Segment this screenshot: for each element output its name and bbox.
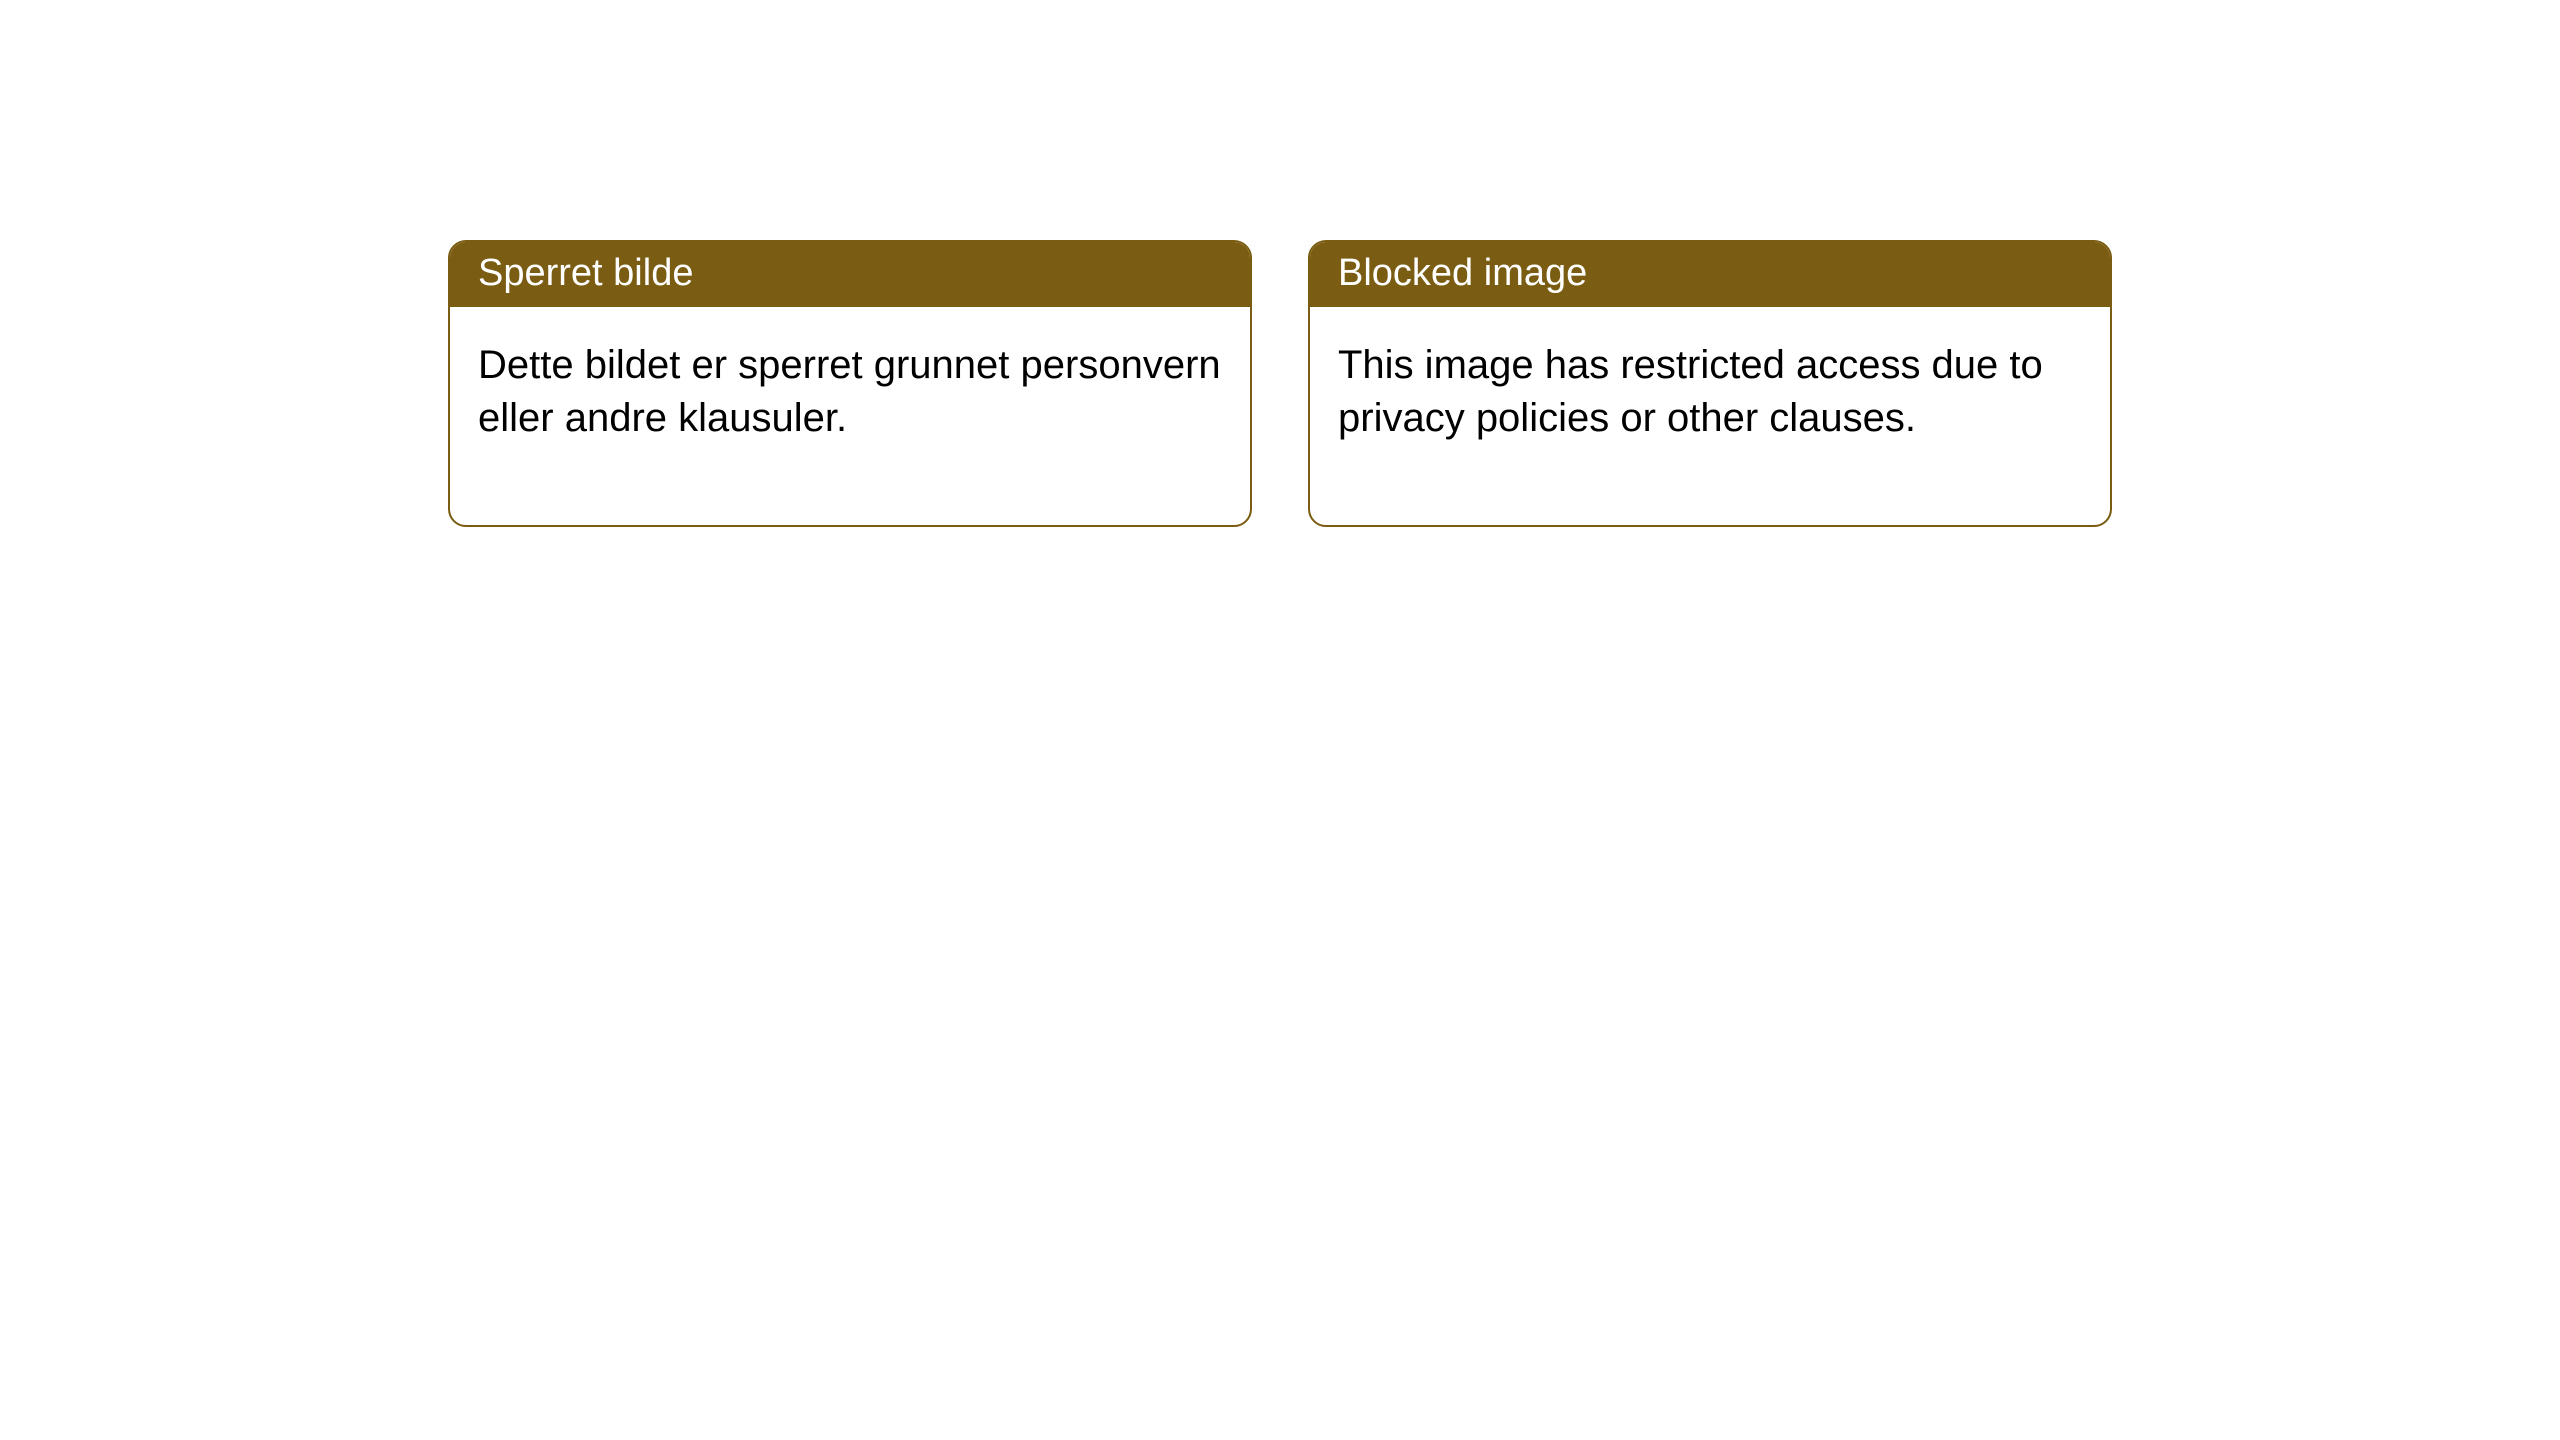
notice-body: Dette bildet er sperret grunnet personve… <box>450 307 1250 525</box>
notice-card-norwegian: Sperret bilde Dette bildet er sperret gr… <box>448 240 1252 527</box>
notice-body: This image has restricted access due to … <box>1310 307 2110 525</box>
notice-container: Sperret bilde Dette bildet er sperret gr… <box>448 240 2112 527</box>
notice-header: Sperret bilde <box>450 242 1250 307</box>
notice-card-english: Blocked image This image has restricted … <box>1308 240 2112 527</box>
notice-header: Blocked image <box>1310 242 2110 307</box>
